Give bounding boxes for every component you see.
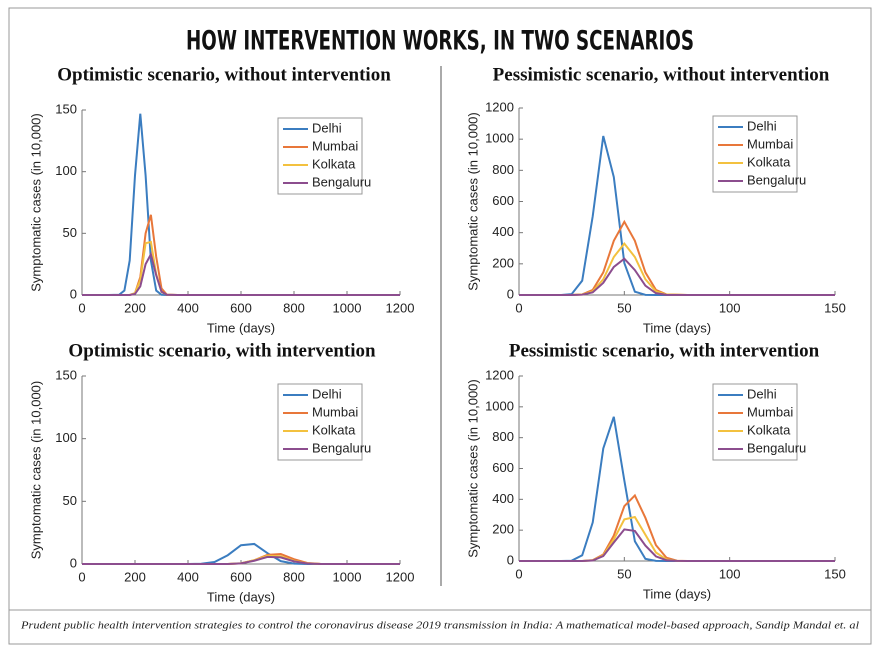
legend-label: Kolkata bbox=[747, 154, 791, 169]
x-tick-label: 150 bbox=[824, 566, 846, 581]
legend-label: Mumbai bbox=[312, 404, 358, 419]
x-tick-label: 600 bbox=[230, 569, 252, 584]
x-axis-label: Time (days) bbox=[643, 586, 711, 601]
x-tick-label: 600 bbox=[230, 300, 252, 315]
figure-title: HOW INTERVENTION WORKS, IN TWO SCENARIOS bbox=[186, 26, 694, 57]
legend-label: Mumbai bbox=[747, 404, 793, 419]
y-tick-label: 400 bbox=[492, 224, 514, 239]
legend-box bbox=[712, 115, 798, 193]
y-axis-label: Symptomatic cases (in 10,000) bbox=[465, 112, 480, 290]
panel-title: Optimistic scenario, without interventio… bbox=[57, 64, 391, 85]
x-tick-label: 400 bbox=[177, 569, 199, 584]
series-line bbox=[519, 493, 835, 562]
y-tick-label: 0 bbox=[70, 286, 77, 301]
x-tick-label: 100 bbox=[719, 300, 741, 315]
y-tick-label: 1200 bbox=[485, 367, 514, 382]
y-tick-label: 150 bbox=[55, 101, 77, 116]
legend-label: Kolkata bbox=[312, 422, 356, 437]
y-axis-label: Symptomatic cases (in 10,000) bbox=[465, 379, 480, 557]
y-tick-label: 600 bbox=[492, 193, 514, 208]
series-line bbox=[519, 515, 835, 562]
y-tick-label: 100 bbox=[55, 163, 77, 178]
x-axis-label: Time (days) bbox=[207, 589, 275, 604]
y-axis-label: Symptomatic cases (in 10,000) bbox=[28, 113, 43, 291]
x-tick-label: 800 bbox=[283, 569, 305, 584]
x-tick-label: 1000 bbox=[333, 569, 362, 584]
legend-label: Delhi bbox=[747, 386, 777, 401]
x-tick-label: 400 bbox=[177, 300, 199, 315]
legend-label: Kolkata bbox=[747, 422, 791, 437]
y-axis-label: Symptomatic cases (in 10,000) bbox=[28, 381, 43, 559]
x-tick-label: 0 bbox=[515, 566, 522, 581]
legend-label: Kolkata bbox=[312, 156, 356, 171]
x-tick-label: 1200 bbox=[386, 569, 415, 584]
legend-label: Delhi bbox=[747, 118, 777, 133]
panel-title: Pessimistic scenario, with intervention bbox=[509, 340, 820, 361]
caption: Prudent public health intervention strat… bbox=[20, 620, 859, 632]
legend-label: Bengaluru bbox=[747, 172, 806, 187]
y-tick-label: 1000 bbox=[485, 131, 514, 146]
frame bbox=[8, 7, 872, 645]
x-tick-label: 150 bbox=[824, 300, 846, 315]
series-line bbox=[519, 241, 835, 296]
panel-title: Optimistic scenario, with intervention bbox=[68, 340, 376, 361]
series-line bbox=[82, 555, 400, 565]
y-tick-label: 0 bbox=[70, 555, 77, 570]
legend-label: Bengaluru bbox=[312, 440, 371, 455]
legend-label: Delhi bbox=[312, 120, 342, 135]
x-tick-label: 200 bbox=[124, 300, 146, 315]
x-tick-label: 0 bbox=[78, 300, 85, 315]
y-tick-label: 150 bbox=[55, 367, 77, 382]
y-tick-label: 600 bbox=[492, 460, 514, 475]
series-line bbox=[519, 219, 835, 296]
y-tick-label: 50 bbox=[63, 225, 77, 240]
y-tick-label: 100 bbox=[55, 430, 77, 445]
series-line bbox=[82, 251, 400, 296]
x-tick-label: 200 bbox=[124, 569, 146, 584]
y-tick-label: 400 bbox=[492, 491, 514, 506]
y-tick-label: 0 bbox=[507, 286, 514, 301]
y-tick-label: 1200 bbox=[485, 99, 514, 114]
x-tick-label: 50 bbox=[617, 566, 631, 581]
legend-box bbox=[277, 117, 363, 195]
x-tick-label: 0 bbox=[515, 300, 522, 315]
series-line bbox=[519, 257, 835, 296]
x-tick-label: 100 bbox=[719, 566, 741, 581]
legend-label: Mumbai bbox=[747, 136, 793, 151]
y-tick-label: 0 bbox=[507, 552, 514, 567]
x-tick-label: 0 bbox=[78, 569, 85, 584]
legend-box bbox=[277, 383, 363, 461]
x-tick-label: 1000 bbox=[333, 300, 362, 315]
y-tick-label: 800 bbox=[492, 162, 514, 177]
legend-label: Bengaluru bbox=[312, 174, 371, 189]
x-tick-label: 50 bbox=[617, 300, 631, 315]
y-tick-label: 1000 bbox=[485, 398, 514, 413]
legend-label: Bengaluru bbox=[747, 440, 806, 455]
legend-label: Delhi bbox=[312, 386, 342, 401]
panel-title: Pessimistic scenario, without interventi… bbox=[493, 64, 830, 85]
series-line bbox=[519, 528, 835, 562]
legend-label: Mumbai bbox=[312, 138, 358, 153]
x-axis-label: Time (days) bbox=[207, 320, 275, 335]
x-tick-label: 1200 bbox=[386, 300, 415, 315]
y-tick-label: 200 bbox=[492, 522, 514, 537]
x-tick-label: 800 bbox=[283, 300, 305, 315]
y-tick-label: 200 bbox=[492, 255, 514, 270]
x-axis-label: Time (days) bbox=[643, 320, 711, 335]
legend-box bbox=[712, 383, 798, 461]
y-tick-label: 50 bbox=[63, 493, 77, 508]
y-tick-label: 800 bbox=[492, 429, 514, 444]
